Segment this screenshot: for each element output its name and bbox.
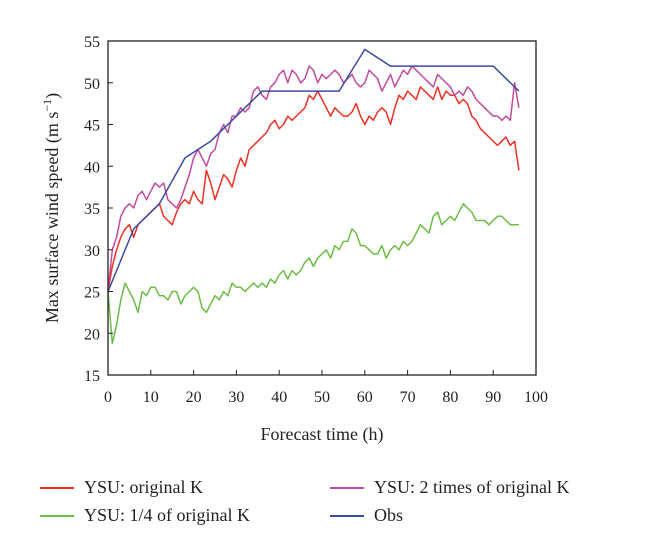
x-axis: 0 10 20 30 40 50 60 70 80 90 100 [104,370,548,406]
series-line-1 [107,86,520,292]
x-tick-label: 50 [314,389,330,406]
x-tick-label: 40 [271,389,287,406]
y-tick-label: 55 [84,34,100,51]
series-line-4 [107,48,520,292]
series-line-2 [107,203,519,345]
x-axis-title: Forecast time (h) [261,424,384,445]
y-tick-label: 20 [84,326,100,343]
x-tick-label: 0 [104,389,112,406]
x-tick-label: 60 [357,389,373,406]
legend-item-ysu-quarter: YSU: 1/4 of original K [40,505,250,526]
legend-label: Obs [374,505,404,525]
legend-item-ysu-original: YSU: original K [40,477,203,498]
x-tick-label: 70 [400,389,416,406]
y-tick-label: 15 [84,368,100,385]
y-tick-label: 30 [84,243,100,260]
x-tick-label: 30 [228,389,244,406]
y-axis: 15 20 25 30 35 40 45 50 55 [84,34,113,385]
legend-swatch [40,486,74,489]
legend-label: YSU: original K [84,477,203,497]
plot-lines [107,48,520,345]
legend-item-obs: Obs [330,505,403,526]
x-tick-label: 10 [143,389,159,406]
legend-label: YSU: 1/4 of original K [84,505,250,525]
y-tick-label: 45 [84,118,100,135]
y-tick-label: 25 [84,285,100,302]
x-tick-label: 90 [485,389,501,406]
y-axis-title: Max surface wind speed (m s−1) [40,93,63,323]
legend-swatch [40,514,74,517]
y-tick-label: 40 [84,159,100,176]
legend-swatch [330,486,364,489]
x-tick-label: 100 [524,389,548,406]
series-line-3 [107,65,520,292]
legend-label: YSU: 2 times of original K [374,477,570,497]
x-tick-label: 80 [442,389,458,406]
legend-swatch [330,514,364,517]
y-tick-label: 35 [84,201,100,218]
legend-item-ysu-2x: YSU: 2 times of original K [330,477,570,498]
x-tick-label: 20 [186,389,202,406]
line-chart: 0 10 20 30 40 50 60 70 80 90 100 15 20 25 30 35 40 45 50 5… [40,34,548,445]
y-tick-label: 50 [84,76,100,93]
